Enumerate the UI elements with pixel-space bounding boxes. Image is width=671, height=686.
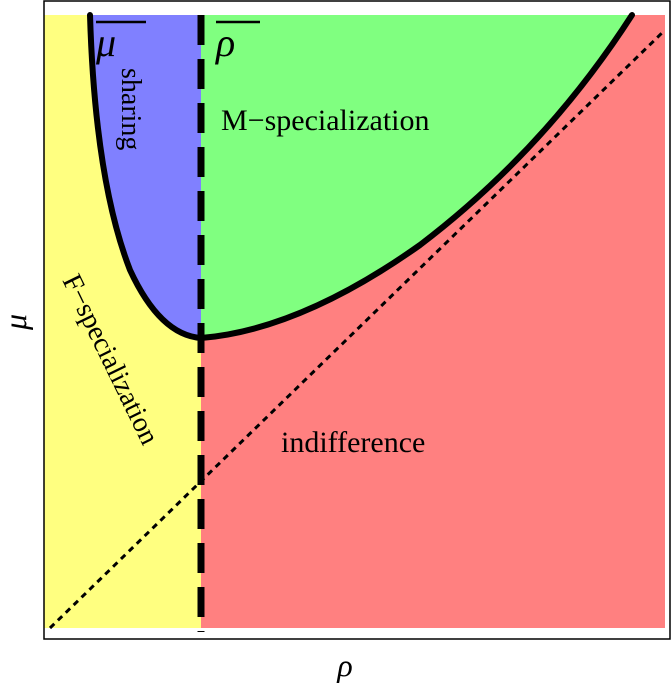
y-axis-label: μ (0, 314, 33, 331)
rho-bar-text: ρ (214, 20, 235, 65)
plot-frame (43, 0, 671, 640)
mu-bar-text: μ (95, 20, 116, 65)
mu-bar-label: μ (95, 20, 146, 65)
indifference-label: indifference (281, 426, 425, 459)
boundary-curve (87, 12, 635, 342)
indifference-region (201, 15, 665, 628)
rho-bar-label: ρ (214, 20, 260, 65)
sharing-label: sharing (115, 68, 146, 150)
m-specialization-region (201, 15, 632, 338)
m-specialization-label: M−specialization (221, 104, 430, 137)
x-axis-label: ρ (336, 647, 352, 683)
sharing-region (90, 15, 201, 338)
